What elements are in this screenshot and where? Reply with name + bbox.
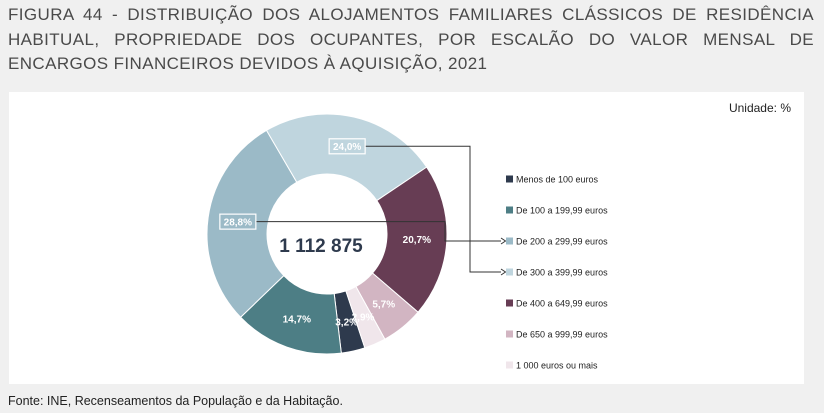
legend-swatch (506, 361, 513, 369)
legend-label: De 650 a 999,99 euros (516, 330, 608, 340)
slice-value-label: 2,9% (352, 312, 375, 323)
legend-label: De 200 a 299,99 euros (516, 237, 608, 247)
donut-slice (371, 166, 448, 313)
donut-slice (345, 285, 386, 349)
slice-value-label: 28,8% (224, 217, 252, 228)
legend: Menos de 100 euros De 100 a 199,99 euros D… (506, 175, 608, 371)
legend-swatch (506, 206, 513, 214)
callout-arrowhead (500, 237, 507, 245)
unit-label: Unidade: % (728, 101, 791, 115)
slice-labels: 3,2% 14,7% 28,8% 24,0% 20,7% 5,7%2,9% (219, 138, 431, 329)
donut-slices (206, 113, 448, 355)
callout-line (365, 145, 501, 273)
callout-line (255, 221, 501, 242)
callout-arrowhead (500, 268, 507, 276)
legend-swatch (506, 299, 513, 307)
label-box (328, 138, 366, 155)
legend-label: 1 000 euros ou mais (516, 361, 598, 371)
legend-swatch (506, 268, 513, 276)
figure-title: FIGURA 44 - DISTRIBUIÇÃO DOS ALOJAMENTOS… (8, 5, 814, 73)
slice-value-label: 14,7% (283, 315, 311, 326)
slice-value-label: 3,2% (335, 318, 358, 329)
legend-label: De 400 a 649,99 euros (516, 299, 608, 309)
legend-swatch (506, 175, 513, 183)
slice-value-label: 5,7% (372, 300, 395, 311)
legend-label: De 100 a 199,99 euros (516, 206, 608, 216)
donut-chart: 3,2% 14,7% 28,8% 24,0% 20,7% 5,7%2,9% 1 112 8… (206, 113, 608, 371)
label-box (219, 213, 257, 230)
legend-swatch (506, 330, 513, 338)
callout-lines (255, 145, 507, 276)
source-note: Fonte: INE, Recenseamentos da População … (8, 394, 343, 408)
legend-label: Menos de 100 euros (516, 175, 599, 185)
donut-slice (265, 113, 428, 202)
slice-value-label: 20,7% (403, 235, 431, 246)
center-total-label: 1 112 875 (279, 236, 363, 257)
chart-panel: Unidade: % 3,2% 14,7% 28,8% 24,0% 20,7% 5,7% 2… (9, 92, 804, 384)
slice-value-label: 24,0% (333, 142, 361, 153)
legend-label: De 300 a 399,99 euros (516, 268, 608, 278)
donut-slice (206, 129, 298, 318)
legend-swatch (506, 237, 513, 245)
